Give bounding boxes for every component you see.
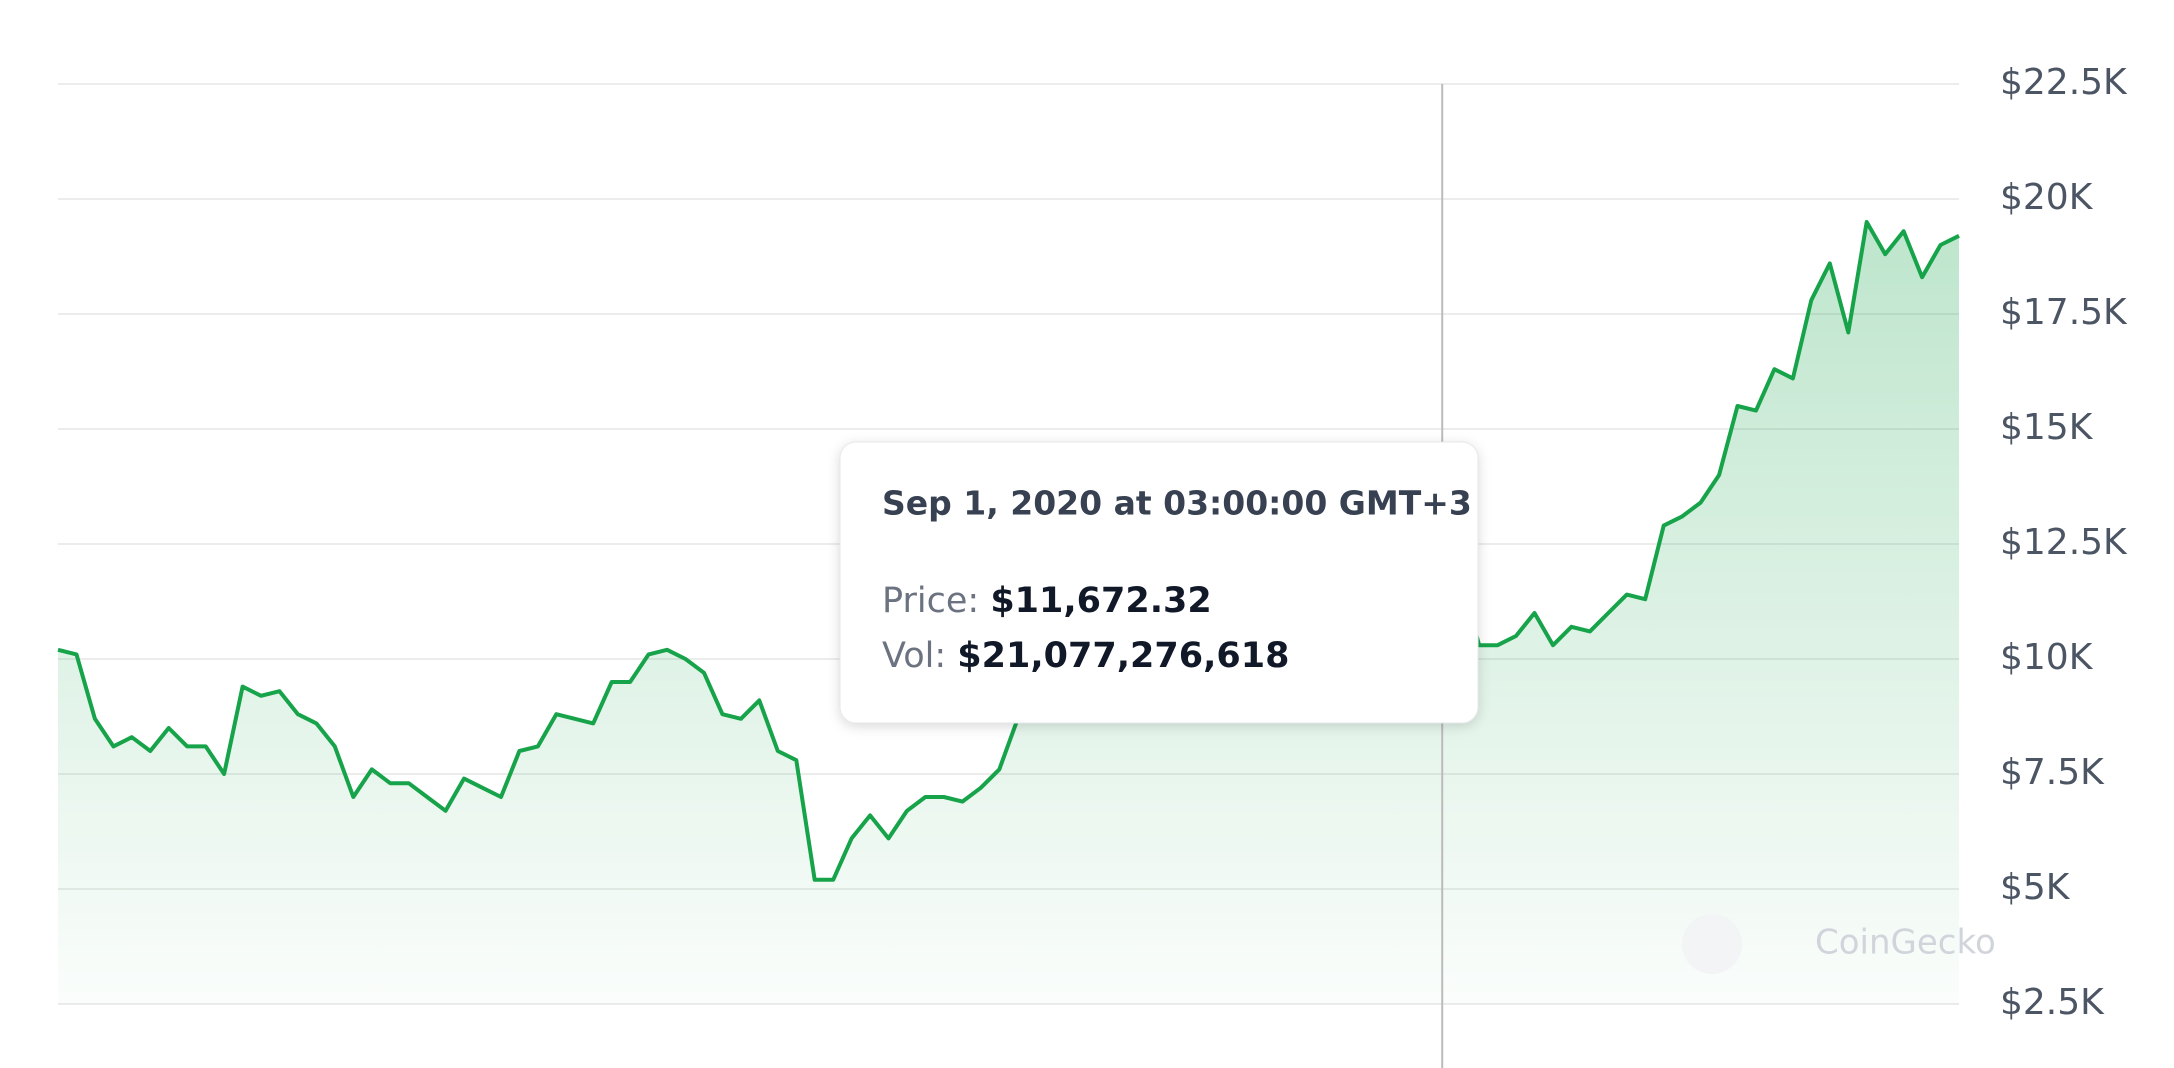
y-tick-label: $12.5K xyxy=(2000,522,2128,563)
tooltip: Sep 1, 2020 at 03:00:00 GMT+3 Price: $11… xyxy=(839,441,1479,724)
watermark-logo xyxy=(1682,914,1742,974)
watermark: CoinGecko xyxy=(1815,923,1996,963)
vol-value: $21,077,276,618 xyxy=(957,636,1289,676)
tooltip-price: Price: $11,672.32 xyxy=(882,581,1212,621)
y-tick-label: $17.5K xyxy=(2000,292,2128,333)
price-label: Price: xyxy=(882,581,979,621)
tooltip-box xyxy=(839,441,1479,724)
tooltip-vol: Vol: $21,077,276,618 xyxy=(882,636,1289,676)
y-tick-label: $7.5K xyxy=(2000,752,2105,793)
y-tick-label: $2.5K xyxy=(2000,982,2105,1023)
y-tick-label: $15K xyxy=(2000,407,2094,448)
price-value: $11,672.32 xyxy=(990,581,1211,621)
y-tick-label: $22.5K xyxy=(2000,62,2128,103)
price-line xyxy=(57,220,1960,882)
y-tick-label: $20K xyxy=(2000,177,2094,218)
tooltip-title: Sep 1, 2020 at 03:00:00 GMT+3 xyxy=(882,484,1472,523)
y-tick-label: $10K xyxy=(2000,637,2094,678)
area xyxy=(58,222,1959,1004)
y-tick-label: $5K xyxy=(2000,867,2071,908)
vol-label: Vol: xyxy=(882,636,946,676)
